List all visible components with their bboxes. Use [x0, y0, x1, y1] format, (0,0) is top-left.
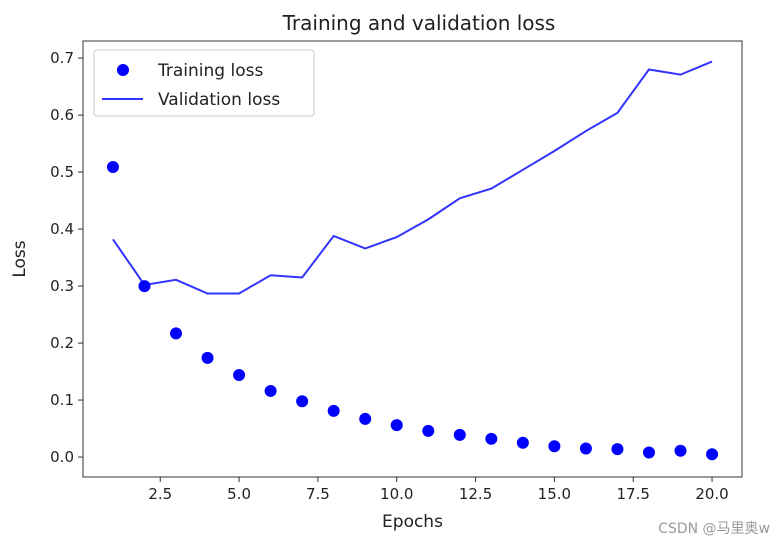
x-tick-label: 5.0: [227, 485, 251, 503]
training-loss-point: [233, 368, 246, 381]
training-loss-point: [579, 442, 592, 455]
training-loss-point: [642, 446, 655, 459]
training-loss-point: [706, 448, 719, 461]
plot-area: 2.5 5.0 7.5 10.0 12.5 15.0 17.5 20.0 0.00.10.20…: [50, 40, 743, 503]
x-tick-label: 2.5: [148, 485, 172, 503]
training-loss-point: [138, 280, 151, 293]
legend-box: [93, 49, 315, 117]
training-loss-point: [106, 160, 119, 173]
x-tick-label: 7.5: [306, 485, 330, 503]
y-tick-label: 0.6: [50, 106, 74, 124]
y-tick-label: 0.3: [50, 277, 74, 295]
training-loss-point: [264, 384, 277, 397]
validation-loss-series: [112, 60, 713, 295]
training-loss-point: [422, 424, 435, 437]
legend-marker-training: [117, 64, 129, 76]
training-loss-point: [548, 440, 561, 453]
plot-frame: [82, 40, 743, 478]
legend-label-training: Training loss: [157, 61, 263, 81]
x-tick-label: 15.0: [538, 485, 571, 503]
training-loss-series: [106, 160, 719, 461]
training-loss-point: [453, 428, 466, 441]
training-loss-point: [674, 444, 687, 457]
x-tick-label: 20.0: [695, 485, 728, 503]
legend: Training loss Validation loss: [93, 49, 315, 117]
training-loss-point: [201, 351, 214, 364]
training-loss-point: [296, 395, 309, 408]
training-loss-point: [611, 443, 624, 456]
y-tick-label: 0.0: [50, 448, 74, 466]
x-tick-label: 17.5: [617, 485, 650, 503]
y-tick-label: 0.4: [50, 220, 74, 238]
y-tick-label: 0.1: [50, 391, 74, 409]
training-loss-point: [485, 432, 498, 445]
chart-title: Training and validation loss: [282, 11, 556, 35]
x-tick-label: 10.0: [380, 485, 413, 503]
x-axis-ticks: 2.5 5.0 7.5 10.0 12.5 15.0 17.5 20.0: [148, 477, 729, 503]
training-loss-point: [390, 419, 403, 432]
y-tick-label: 0.7: [50, 49, 74, 67]
validation-loss-line: [112, 60, 713, 295]
y-axis-label: Loss: [10, 240, 30, 277]
x-tick-label: 12.5: [459, 485, 492, 503]
legend-label-validation: Validation loss: [158, 90, 280, 110]
training-loss-point: [327, 404, 340, 417]
watermark: CSDN @马里奥w: [658, 520, 770, 537]
y-axis-ticks: 0.0 0.1 0.2 0.3 0.4 0.5 0.6 0.7: [50, 49, 83, 466]
y-tick-label: 0.2: [50, 334, 74, 352]
y-tick-label: 0.5: [50, 163, 74, 181]
x-axis-label: Epochs: [382, 512, 443, 532]
training-loss-point: [516, 436, 529, 449]
training-loss-point: [359, 412, 372, 425]
training-loss-point: [170, 327, 183, 340]
